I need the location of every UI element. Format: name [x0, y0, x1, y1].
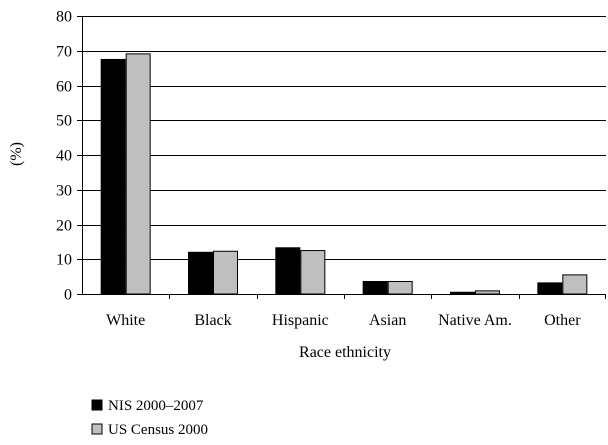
bar-asian-1 [387, 280, 413, 295]
bar-white-0 [100, 58, 126, 295]
y-tick-label: 0 [64, 287, 72, 304]
legend: NIS 2000–2007 US Census 2000 [91, 398, 208, 438]
x-tick-label: Black [194, 312, 231, 329]
bar-hispanic-0 [275, 247, 301, 295]
bar-native-am--0 [450, 291, 475, 295]
legend-label-nis: NIS 2000–2007 [108, 398, 204, 414]
y-tick-label: 50 [56, 113, 72, 130]
y-tick-label: 70 [56, 44, 72, 61]
bar-black-0 [188, 251, 213, 295]
bar-black-1 [213, 250, 238, 295]
x-tick-label: Hispanic [272, 312, 329, 329]
bar-asian-0 [362, 280, 388, 295]
x-tick-label: White [106, 312, 145, 329]
x-axis-title: Race ethnicity [299, 344, 391, 361]
bars [100, 53, 588, 295]
axes [77, 16, 606, 299]
y-tick-label: 30 [56, 183, 72, 200]
y-tick-label: 80 [56, 9, 72, 26]
x-tick-label: Other [544, 312, 581, 329]
bar-other-1 [562, 274, 588, 295]
x-tick-label: Native Am. [438, 312, 512, 329]
y-tick-label: 40 [56, 148, 72, 165]
y-tick-label: 20 [56, 218, 72, 235]
bar-white-1 [125, 53, 151, 295]
bar-other-0 [537, 282, 563, 295]
legend-swatch-census [91, 423, 103, 435]
bar-hispanic-1 [300, 250, 326, 295]
bar-native-am--1 [475, 290, 500, 295]
legend-label-census: US Census 2000 [108, 422, 208, 438]
y-axis-title: (%) [8, 142, 25, 166]
legend-swatch-nis [91, 399, 103, 411]
y-tick-label: 10 [56, 252, 72, 269]
labels: 0 10 20 30 40 50 60 70 80 White Black Hispanic Asian… [56, 9, 581, 330]
y-tick-label: 60 [56, 79, 72, 96]
x-tick-label: Asian [369, 312, 406, 329]
gridlines [82, 16, 606, 260]
